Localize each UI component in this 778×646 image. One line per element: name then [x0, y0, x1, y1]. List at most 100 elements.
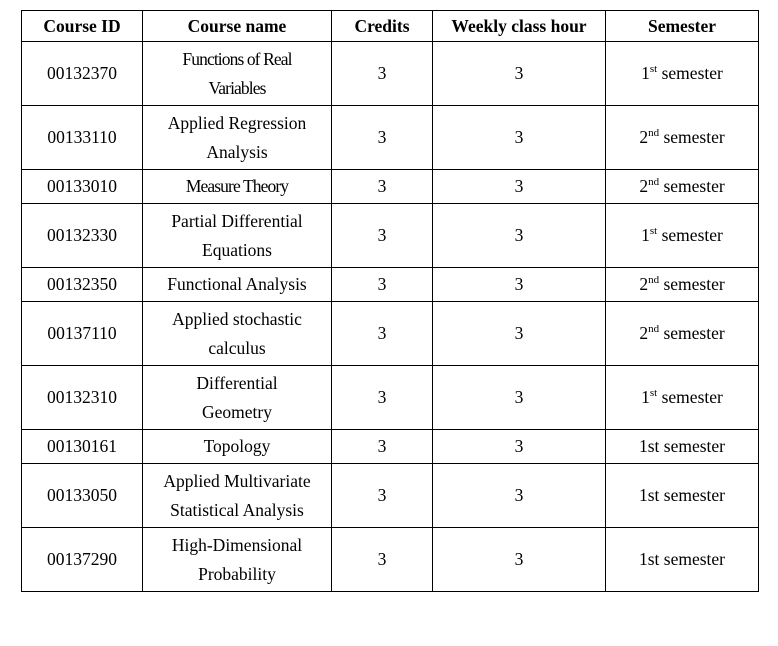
course-name-cell: Differential Geometry — [142, 365, 332, 430]
semester-cell: 1st semester — [605, 365, 759, 430]
credits-cell: 3 — [331, 169, 433, 204]
table-row: 00132350 Functional Analysis 3 3 2nd sem… — [21, 267, 759, 302]
semester-cell: 2nd semester — [605, 301, 759, 366]
semester-ordinal-suffix: st — [649, 63, 658, 75]
credits-cell: 3 — [331, 463, 433, 528]
course-name-line: Topology — [203, 436, 271, 456]
course-id-cell: 00133050 — [21, 463, 143, 528]
semester-number: 1 — [641, 63, 650, 83]
course-name-cell: Topology — [142, 429, 332, 464]
semester-cell: 2nd semester — [605, 267, 759, 302]
course-id-cell: 00132330 — [21, 203, 143, 268]
course-id-cell: 00132370 — [21, 41, 143, 106]
semester-word: semester — [659, 176, 725, 196]
credits-cell: 3 — [331, 527, 433, 592]
course-id-cell: 00137290 — [21, 527, 143, 592]
course-name-line: calculus — [208, 337, 266, 358]
semester-cell: 1st semester — [605, 41, 759, 106]
semester-cell: 1st semester — [605, 203, 759, 268]
course-name-line: Applied Regression — [167, 112, 307, 133]
credits-cell: 3 — [331, 105, 433, 170]
weekly-hour-cell: 3 — [432, 105, 606, 170]
credits-cell: 3 — [331, 41, 433, 106]
semester-number: 1st semester — [638, 485, 726, 505]
table-row: 00132370 Functions of Real Variables 3 3… — [21, 41, 759, 106]
semester-cell: 1st semester — [605, 527, 759, 592]
semester-cell: 2nd semester — [605, 105, 759, 170]
credits-cell: 3 — [331, 365, 433, 430]
semester-ordinal-suffix: nd — [648, 274, 660, 286]
semester-number: 1 — [641, 387, 650, 407]
table-row: 00133050 Applied Multivariate Statistica… — [21, 463, 759, 528]
course-name-line: Geometry — [202, 401, 272, 422]
weekly-hour-cell: 3 — [432, 41, 606, 106]
table-row: 00132330 Partial Differential Equations … — [21, 203, 759, 268]
semester-number: 2 — [639, 127, 649, 147]
credits-cell: 3 — [331, 267, 433, 302]
course-name-cell: Applied Regression Analysis — [142, 105, 332, 170]
course-id-cell: 00132310 — [21, 365, 143, 430]
semester-ordinal-suffix: st — [649, 387, 658, 399]
semester-number: 2 — [639, 176, 649, 196]
course-id-cell: 00133010 — [21, 169, 143, 204]
course-name-cell: Applied Multivariate Statistical Analysi… — [142, 463, 332, 528]
semester-ordinal-suffix: st — [649, 225, 658, 237]
table-row: 00132310 Differential Geometry 3 3 1st s… — [21, 365, 759, 430]
table-row: 00130161 Topology 3 3 1st semester — [21, 429, 759, 464]
course-name-line: Equations — [202, 239, 272, 260]
course-name-line: Partial Differential — [171, 210, 303, 231]
course-name-line: Variables — [208, 77, 266, 98]
weekly-hour-cell: 3 — [432, 267, 606, 302]
header-course-name: Course name — [142, 10, 332, 42]
course-id-cell: 00133110 — [21, 105, 143, 170]
semester-number: 1 — [641, 225, 650, 245]
weekly-hour-cell: 3 — [432, 527, 606, 592]
semester-cell: 1st semester — [605, 463, 759, 528]
semester-number: 2 — [639, 323, 649, 343]
table-body: 00132370 Functions of Real Variables 3 3… — [21, 41, 759, 592]
semester-ordinal-suffix: nd — [648, 176, 660, 188]
course-name-line: Differential — [196, 372, 278, 393]
semester-word: semester — [657, 63, 723, 83]
table-header: Course ID Course name Credits Weekly cla… — [21, 10, 759, 42]
semester-number: 1st semester — [638, 436, 726, 456]
course-name-cell: Measure Theory — [142, 169, 332, 204]
course-name-cell: Partial Differential Equations — [142, 203, 332, 268]
course-name-line: Analysis — [206, 141, 268, 162]
course-name-line: Applied stochastic — [172, 308, 302, 329]
header-row: Course ID Course name Credits Weekly cla… — [21, 10, 759, 42]
semester-number: 2 — [639, 274, 649, 294]
credits-cell: 3 — [331, 203, 433, 268]
semester-cell: 1st semester — [605, 429, 759, 464]
semester-word: semester — [659, 323, 725, 343]
course-name-line: Statistical Analysis — [170, 499, 304, 520]
course-name-cell: Functions of Real Variables — [142, 41, 332, 106]
weekly-hour-cell: 3 — [432, 203, 606, 268]
table-row: 00133110 Applied Regression Analysis 3 3… — [21, 105, 759, 170]
course-id-cell: 00132350 — [21, 267, 143, 302]
table-row: 00133010 Measure Theory 3 3 2nd semester — [21, 169, 759, 204]
weekly-hour-cell: 3 — [432, 429, 606, 464]
semester-word: semester — [659, 127, 725, 147]
semester-ordinal-suffix: nd — [648, 323, 660, 335]
course-id-cell: 00137110 — [21, 301, 143, 366]
header-weekly-class-hour: Weekly class hour — [432, 10, 606, 42]
semester-ordinal-suffix: nd — [648, 127, 660, 139]
course-name-cell: Functional Analysis — [142, 267, 332, 302]
semester-cell: 2nd semester — [605, 169, 759, 204]
semester-word: semester — [657, 387, 723, 407]
course-name-line: Applied Multivariate — [163, 470, 311, 491]
semester-word: semester — [659, 274, 725, 294]
header-course-id: Course ID — [21, 10, 143, 42]
course-name-line: Functional Analysis — [167, 274, 307, 294]
semester-word: semester — [657, 225, 723, 245]
course-id-cell: 00130161 — [21, 429, 143, 464]
weekly-hour-cell: 3 — [432, 301, 606, 366]
header-semester: Semester — [605, 10, 759, 42]
course-name-line: Measure Theory — [185, 176, 289, 196]
table-row: 00137290 High-Dimensional Probability 3 … — [21, 527, 759, 592]
weekly-hour-cell: 3 — [432, 365, 606, 430]
course-name-line: High-Dimensional — [171, 534, 303, 555]
course-name-line: Functions of Real — [182, 48, 292, 69]
weekly-hour-cell: 3 — [432, 463, 606, 528]
